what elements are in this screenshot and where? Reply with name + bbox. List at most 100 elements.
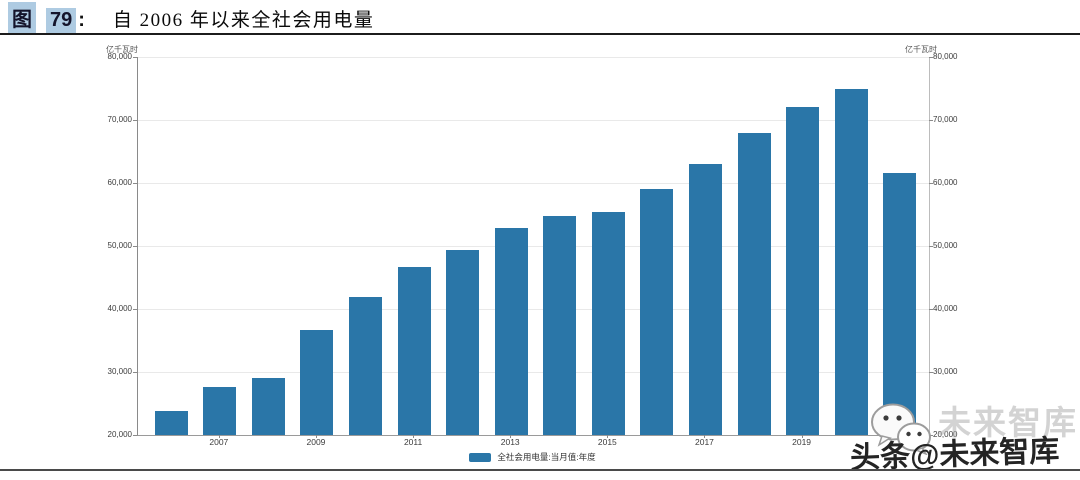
x-tick-2009: [315, 435, 317, 438]
x-tick-2007: [218, 435, 220, 438]
x-tick-2013: [510, 435, 512, 438]
wechat-icon: [870, 403, 932, 460]
y-tick-left-80000: [133, 56, 137, 58]
x-label-2011: 2011: [403, 437, 423, 447]
x-tick-2017: [704, 435, 706, 438]
y-label-right-40000: 40,000: [933, 304, 958, 313]
x-label-slot-2012: [437, 437, 486, 449]
y-label-right-30000: 30,000: [933, 367, 958, 376]
caption-colon: :: [78, 9, 85, 31]
y-tick-left-60000: [133, 182, 137, 184]
bar-slot-2015: [584, 57, 633, 435]
x-label-slot-2011: 2011: [389, 435, 438, 449]
x-label-slot-2013: 2013: [486, 435, 535, 449]
x-label-slot-2008: [243, 437, 292, 449]
x-label-2019: 2019: [792, 437, 812, 447]
bar-2010: [349, 297, 383, 435]
x-tick-2011: [413, 435, 415, 438]
x-label-slot-2016: [632, 437, 681, 449]
bar-2014: [543, 216, 577, 435]
x-label-2007: 2007: [209, 437, 229, 447]
bar-slot-2011: [390, 57, 439, 435]
bar-2007: [203, 386, 237, 435]
x-label-2013: 2013: [500, 437, 520, 447]
x-label-slot-2006: [146, 437, 195, 449]
y-tick-left-30000: [133, 371, 137, 373]
bar-slot-2010: [341, 57, 390, 435]
bar-slot-2009: [293, 57, 342, 435]
y-label-right-50000: 50,000: [933, 241, 958, 250]
x-label-slot-2007: 2007: [195, 435, 244, 449]
y-tick-left-50000: [133, 245, 137, 247]
y-label-right-20000: 20,000: [933, 430, 958, 439]
plot-area: [137, 57, 930, 436]
bar-2021: [883, 172, 917, 435]
y-tick-right-50000: [929, 245, 933, 247]
figure-number: 79: [46, 8, 77, 33]
y-label-left-40000: 40,000: [107, 304, 132, 313]
gridline-80000: [138, 57, 929, 58]
x-label-slot-2019: 2019: [777, 435, 826, 449]
x-tick-2015: [607, 435, 609, 438]
y-tick-left-70000: [133, 119, 137, 121]
y-label-left-20000: 20,000: [107, 430, 132, 439]
y-tick-right-40000: [929, 308, 933, 310]
bar-slot-2017: [681, 57, 730, 435]
y-axis-unit-left: 亿千瓦时: [106, 45, 138, 54]
y-tick-right-70000: [929, 119, 933, 121]
bar-2017: [688, 164, 722, 435]
x-label-slot-2015: 2015: [583, 435, 632, 449]
bar-slot-2016: [633, 57, 682, 435]
bar-slot-2018: [730, 57, 779, 435]
y-label-left-70000: 70,000: [107, 115, 132, 124]
bar-slot-2006: [147, 57, 196, 435]
figure-title: 自 2006 年以来全社会用电量: [112, 10, 375, 31]
y-label-right-80000: 80,000: [933, 52, 958, 61]
y-label-left-50000: 50,000: [107, 241, 132, 250]
gridline-70000: [138, 120, 929, 121]
caption-underline: [0, 33, 1080, 35]
bar-2006: [154, 411, 188, 435]
bar-2018: [737, 132, 771, 435]
x-label-slot-2010: [340, 437, 389, 449]
bar-slot-2020: [827, 57, 876, 435]
gridline-50000: [138, 246, 929, 247]
y-label-left-60000: 60,000: [107, 178, 132, 187]
y-label-left-30000: 30,000: [107, 367, 132, 376]
bar-slot-2008: [244, 57, 293, 435]
bar-slot-2007: [196, 57, 245, 435]
x-axis-labels: 2007 2009 2011 2013 2015 2017 2019: [137, 435, 928, 449]
gridline-30000: [138, 372, 929, 373]
chart-legend: 全社会用电量:当月值:年度: [137, 451, 928, 463]
x-label-slot-2018: [729, 437, 778, 449]
x-label-slot-2014: [535, 437, 584, 449]
bar-2013: [494, 227, 528, 435]
x-label-slot-2017: 2017: [680, 435, 729, 449]
bottom-rule: [0, 469, 1080, 471]
bar-2016: [640, 189, 674, 435]
x-label-2015: 2015: [597, 437, 617, 447]
bar-2020: [834, 89, 868, 435]
bar-slot-2014: [536, 57, 585, 435]
legend-label: 全社会用电量:当月值:年度: [497, 452, 596, 462]
x-label-2017: 2017: [695, 437, 714, 447]
bar-slot-2019: [778, 57, 827, 435]
legend-swatch: [469, 452, 492, 462]
bar-slot-2013: [487, 57, 536, 435]
bar-2019: [786, 107, 820, 435]
y-label-right-60000: 60,000: [933, 178, 958, 187]
y-tick-right-80000: [929, 56, 933, 58]
figure-label: 图: [8, 2, 36, 33]
y-label-right-70000: 70,000: [933, 115, 958, 124]
bar-slot-2012: [438, 57, 487, 435]
watermark-ghost-text: 未来智库: [938, 404, 1078, 441]
y-tick-right-20000: [929, 434, 933, 436]
bar-2015: [591, 211, 625, 435]
gridline-40000: [138, 309, 929, 310]
y-axis-unit-right: 亿千瓦时: [905, 45, 937, 54]
bar-2009: [300, 330, 334, 435]
bar-slot-2021: [875, 57, 924, 435]
y-tick-left-20000: [133, 434, 137, 436]
x-tick-2019: [801, 435, 803, 438]
x-label-slot-2009: 2009: [292, 435, 341, 449]
